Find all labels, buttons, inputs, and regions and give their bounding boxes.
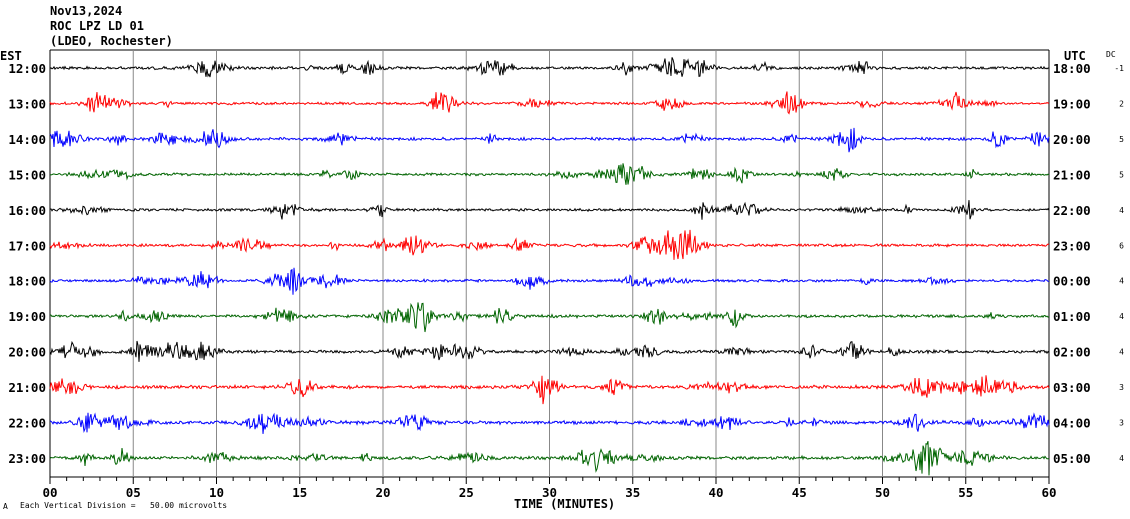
est-time-label: 16:00 bbox=[8, 203, 46, 218]
corner-mark: A bbox=[3, 502, 8, 511]
seismic-trace-10 bbox=[49, 412, 1050, 434]
seismic-trace-1 bbox=[49, 91, 1050, 115]
dc-offset-label: 3 bbox=[1119, 419, 1124, 428]
seismic-trace-9 bbox=[49, 375, 1050, 405]
seismic-trace-0 bbox=[49, 57, 1050, 78]
station-label: ROC LPZ LD 01 bbox=[50, 19, 144, 33]
x-axis-title: TIME (MINUTES) bbox=[514, 497, 615, 511]
scale-note: Each Vertical Division = 50.00 microvolt… bbox=[20, 501, 227, 510]
utc-time-label: 23:00 bbox=[1053, 238, 1091, 253]
utc-time-label: 01:00 bbox=[1053, 309, 1091, 324]
right-timezone-label: UTC bbox=[1064, 49, 1086, 63]
est-time-label: 13:00 bbox=[8, 96, 46, 111]
row-labels: 12:00 18:00 -1 13:00 19:00 2 14:00 20:00 5 15:00 2… bbox=[8, 61, 1124, 466]
grid bbox=[49, 49, 1050, 478]
utc-time-label: 02:00 bbox=[1053, 345, 1091, 360]
est-time-label: 12:00 bbox=[8, 61, 46, 76]
dc-offset-label: 5 bbox=[1119, 170, 1124, 179]
utc-time-label: 03:00 bbox=[1053, 380, 1091, 395]
est-time-label: 19:00 bbox=[8, 309, 46, 324]
x-tick-label: 40 bbox=[708, 485, 723, 500]
x-tick-label: 10 bbox=[209, 485, 224, 500]
seismic-trace-8 bbox=[49, 340, 1050, 362]
utc-time-label: 04:00 bbox=[1053, 416, 1091, 431]
dc-offset-label: 4 bbox=[1119, 277, 1124, 286]
x-tick-label: 05 bbox=[126, 485, 141, 500]
seismic-trace-5 bbox=[49, 229, 1050, 260]
x-tick-label: 25 bbox=[459, 485, 474, 500]
utc-time-label: 21:00 bbox=[1053, 167, 1091, 182]
seismic-trace-6 bbox=[49, 267, 1050, 295]
est-time-label: 23:00 bbox=[8, 451, 46, 466]
utc-time-label: 20:00 bbox=[1053, 132, 1091, 147]
dc-offset-label: 6 bbox=[1119, 241, 1124, 250]
dc-offset-label: 3 bbox=[1119, 383, 1124, 392]
x-axis: 00 05 10 15 20 25 30 35 40 45 50 55 60 bbox=[42, 477, 1057, 500]
x-tick-label: 00 bbox=[42, 485, 57, 500]
x-tick-label: 60 bbox=[1041, 485, 1056, 500]
date-label: Nov13,2024 bbox=[50, 4, 122, 18]
seismic-trace-3 bbox=[49, 163, 1050, 185]
network-label: (LDEO, Rochester) bbox=[50, 34, 173, 48]
est-time-label: 17:00 bbox=[8, 238, 46, 253]
dc-header-label: DC bbox=[1106, 50, 1116, 59]
x-tick-label: 55 bbox=[958, 485, 973, 500]
seismic-trace-11 bbox=[49, 441, 1050, 476]
seismic-trace-7 bbox=[49, 302, 1050, 333]
utc-time-label: 22:00 bbox=[1053, 203, 1091, 218]
dc-offset-label: -1 bbox=[1114, 64, 1124, 73]
dc-offset-label: 5 bbox=[1119, 135, 1124, 144]
utc-time-label: 19:00 bbox=[1053, 96, 1091, 111]
est-time-label: 14:00 bbox=[8, 132, 46, 147]
left-timezone-label: EST bbox=[0, 49, 22, 63]
est-time-label: 20:00 bbox=[8, 345, 46, 360]
dc-offset-label: 4 bbox=[1119, 454, 1124, 463]
utc-time-label: 05:00 bbox=[1053, 451, 1091, 466]
traces bbox=[49, 57, 1050, 476]
dc-offset-label: 4 bbox=[1119, 206, 1124, 215]
seismic-trace-4 bbox=[49, 200, 1050, 220]
x-tick-label: 45 bbox=[792, 485, 807, 500]
est-time-label: 15:00 bbox=[8, 167, 46, 182]
x-tick-label: 30 bbox=[542, 485, 557, 500]
utc-time-label: 00:00 bbox=[1053, 274, 1091, 289]
x-tick-label: 20 bbox=[375, 485, 390, 500]
x-tick-label: 35 bbox=[625, 485, 640, 500]
est-time-label: 21:00 bbox=[8, 380, 46, 395]
dc-offset-label: 4 bbox=[1119, 312, 1124, 321]
est-time-label: 18:00 bbox=[8, 274, 46, 289]
dc-offset-label: 2 bbox=[1119, 99, 1124, 108]
est-time-label: 22:00 bbox=[8, 416, 46, 431]
dc-offset-label: 4 bbox=[1119, 348, 1124, 357]
x-tick-label: 50 bbox=[875, 485, 890, 500]
seismic-trace-2 bbox=[49, 127, 1050, 153]
utc-time-label: 18:00 bbox=[1053, 61, 1091, 76]
x-tick-label: 15 bbox=[292, 485, 307, 500]
